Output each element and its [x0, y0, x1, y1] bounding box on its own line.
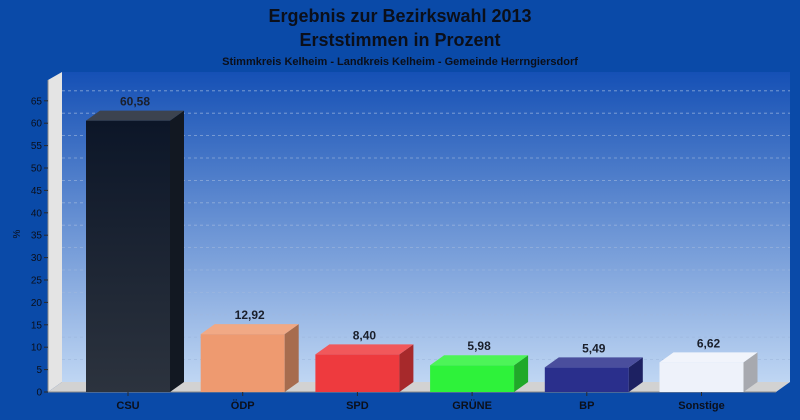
- bar-bp-top: [544, 357, 643, 368]
- category-label: BP: [579, 400, 594, 412]
- y-tick-label: 5: [36, 365, 42, 376]
- chart-caption: Stimmkreis Kelheim - Landkreis Kelheim -…: [222, 56, 578, 68]
- bars: [86, 110, 758, 393]
- category-label: GRÜNE: [452, 399, 492, 412]
- bar-csu-side: [170, 110, 184, 393]
- y-tick-label: 30: [31, 253, 43, 264]
- chart-title: Ergebnis zur Bezirkswahl 2013: [268, 6, 531, 26]
- chart-subtitle: Erststimmen in Prozent: [299, 30, 500, 50]
- bar-sonstige-front: [659, 362, 744, 392]
- y-tick-label: 45: [31, 186, 43, 197]
- y-ticks: 0 5 10 15 20 25 30 35 40 45 50 55 60 65: [31, 96, 48, 399]
- plot-back-wall: [62, 72, 790, 382]
- bar-csu-front: [86, 120, 170, 393]
- y-tick-label: 40: [31, 208, 43, 219]
- y-tick-label: 25: [31, 276, 43, 287]
- y-tick-label: 10: [31, 343, 43, 354]
- bar-csu-top: [86, 110, 184, 121]
- category-label: SPD: [346, 400, 369, 412]
- value-label: 5,98: [467, 339, 491, 353]
- bar-sonstige-side: [743, 352, 758, 392]
- bar-sonstige-top: [659, 352, 758, 363]
- value-label: 6,62: [697, 336, 721, 350]
- bar-ödp-front: [200, 334, 285, 392]
- y-tick-label: 60: [31, 119, 43, 130]
- bar-spd-side: [399, 344, 414, 392]
- y-tick-label: 15: [31, 320, 43, 331]
- bar-bp-side: [628, 357, 643, 392]
- y-tick-label: 55: [31, 141, 43, 152]
- bar-spd-front: [315, 354, 400, 392]
- bar-grüne-front: [430, 365, 515, 392]
- bar-bp-front: [544, 367, 629, 392]
- bar-grüne-top: [430, 355, 529, 366]
- value-label: 12,92: [235, 308, 265, 322]
- value-label: 60,58: [120, 95, 150, 109]
- y-tick-label: 20: [31, 298, 43, 309]
- category-label: ÖDP: [231, 399, 255, 412]
- value-label: 5,49: [582, 341, 606, 355]
- value-labels: 60,58 12,92 8,40 5,98 5,49 6,62: [120, 95, 721, 356]
- bar-spd-top: [315, 344, 414, 355]
- y-axis-label: %: [12, 229, 23, 238]
- value-label: 8,40: [353, 328, 377, 342]
- category-label: CSU: [116, 400, 139, 412]
- bar-grüne-side: [514, 355, 529, 392]
- y-tick-label: 0: [36, 388, 42, 399]
- y-tick-label: 65: [31, 96, 43, 107]
- y-tick-label: 50: [31, 164, 43, 175]
- category-labels: CSU ÖDP SPD GRÜNE BP Sonstige: [116, 392, 725, 412]
- category-label: Sonstige: [678, 400, 724, 412]
- bar-ödp-side: [284, 324, 299, 392]
- plot-left-wall: [48, 72, 62, 392]
- bar-ödp-top: [200, 324, 299, 335]
- y-tick-label: 35: [31, 231, 43, 242]
